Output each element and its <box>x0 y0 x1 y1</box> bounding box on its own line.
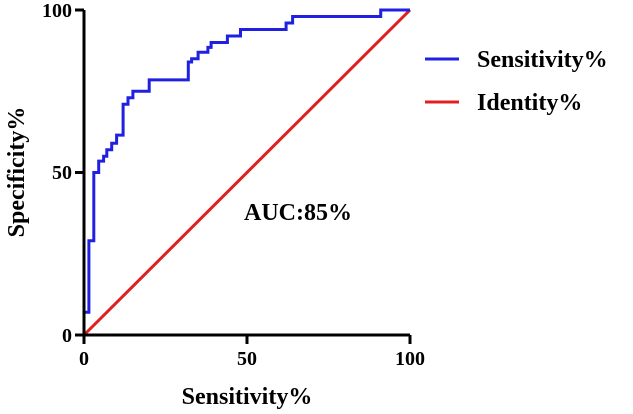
y-tick-label-100: 100 <box>42 0 72 22</box>
series-line-sensitivity <box>82 8 410 335</box>
y-tick-label-50: 50 <box>52 162 72 184</box>
auc-annotation: AUC:85% <box>244 200 352 226</box>
plot-lines <box>82 8 412 337</box>
series-line-identity <box>82 8 412 337</box>
y-axis-title: Specificity% <box>4 107 30 238</box>
legend-label-identity: Identity% <box>477 90 582 116</box>
x-tick-label-50: 50 <box>237 348 257 370</box>
x-tick-label-100: 100 <box>395 348 425 370</box>
axis-ticks <box>75 8 412 344</box>
legend-label-sensitivity: Sensitivity% <box>477 47 608 73</box>
y-tick-label-0: 0 <box>62 325 72 347</box>
legend: Sensitivity% Identity% <box>425 47 608 116</box>
x-tick-label-0: 0 <box>79 348 89 370</box>
x-axis-title: Sensitivity% <box>182 384 313 410</box>
